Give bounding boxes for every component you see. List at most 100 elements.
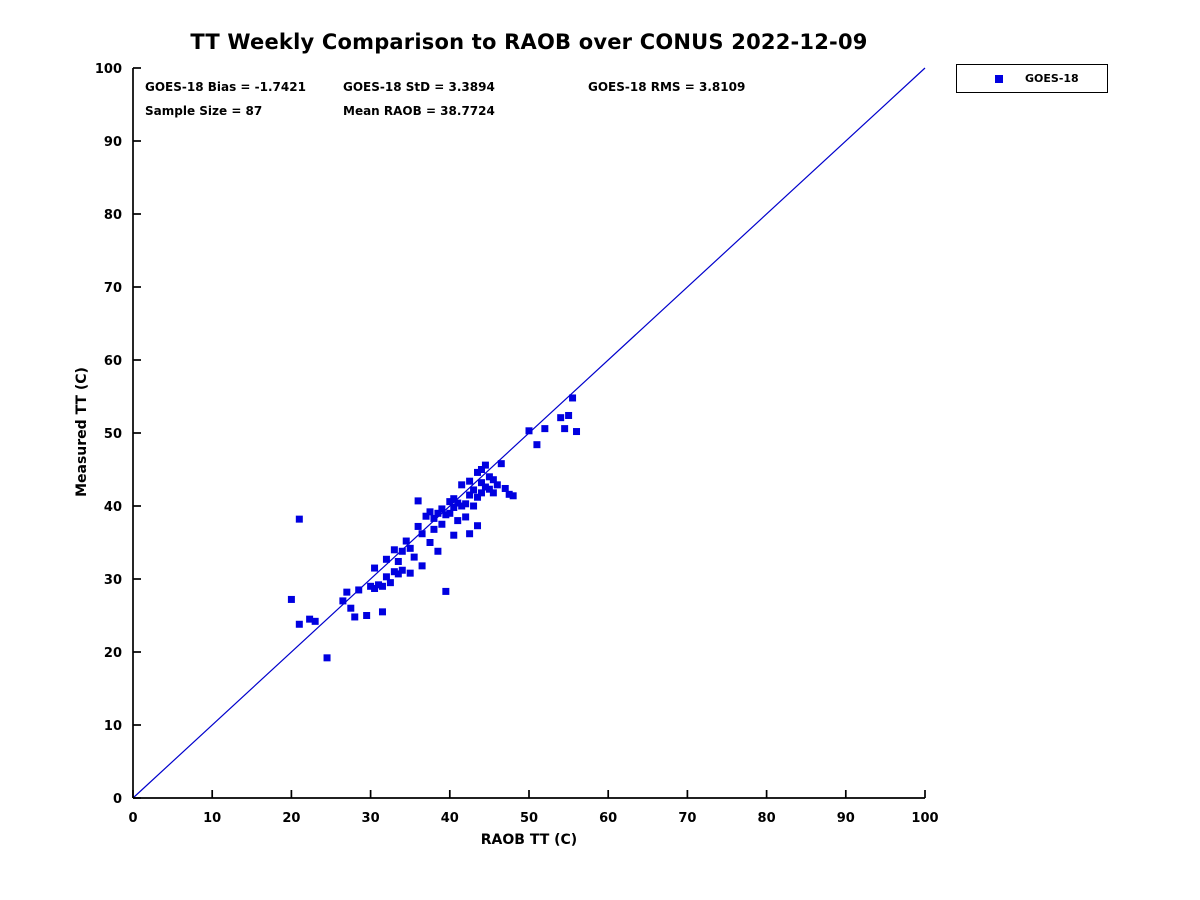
scatter-point bbox=[569, 394, 577, 402]
scatter-point bbox=[295, 620, 303, 628]
scatter-point bbox=[450, 531, 458, 539]
scatter-point bbox=[561, 425, 569, 433]
scatter-point bbox=[410, 553, 418, 561]
x-tick-label: 60 bbox=[599, 811, 617, 826]
y-tick-label: 10 bbox=[104, 719, 122, 734]
scatter-point bbox=[470, 502, 478, 510]
scatter-point bbox=[557, 414, 565, 422]
scatter-point bbox=[386, 579, 394, 587]
scatter-point bbox=[450, 495, 458, 503]
scatter-point bbox=[382, 555, 390, 563]
scatter-point bbox=[446, 509, 454, 517]
y-tick-label: 90 bbox=[104, 135, 122, 150]
y-tick-label: 60 bbox=[104, 354, 122, 369]
scatter-point bbox=[426, 508, 434, 516]
scatter-point bbox=[505, 490, 513, 498]
scatter-point bbox=[474, 468, 482, 476]
scatter-point bbox=[438, 520, 446, 528]
scatter-point bbox=[454, 517, 462, 525]
scatter-point bbox=[458, 481, 466, 489]
x-tick-label: 10 bbox=[203, 811, 221, 826]
scatter-point bbox=[497, 460, 505, 468]
scatter-point bbox=[367, 582, 375, 590]
scatter-point bbox=[394, 557, 402, 565]
scatter-point bbox=[378, 608, 386, 616]
chart-title: TT Weekly Comparison to RAOB over CONUS … bbox=[190, 30, 868, 54]
scatter-point bbox=[442, 511, 450, 519]
x-tick-label: 0 bbox=[128, 811, 137, 826]
scatter-point bbox=[489, 476, 497, 484]
y-tick-label: 100 bbox=[95, 62, 122, 77]
scatter-point bbox=[394, 570, 402, 578]
scatter-point bbox=[434, 509, 442, 517]
x-tick-label: 40 bbox=[441, 811, 459, 826]
scatter-point bbox=[462, 513, 470, 521]
x-tick-label: 70 bbox=[678, 811, 696, 826]
scatter-point bbox=[485, 473, 493, 481]
scatter-point bbox=[466, 477, 474, 485]
scatter-point bbox=[406, 544, 414, 552]
stat-mean-raob: Mean RAOB = 38.7724 bbox=[343, 104, 495, 118]
x-tick-label: 90 bbox=[837, 811, 855, 826]
scatter-point bbox=[481, 483, 489, 491]
scatter-point bbox=[501, 484, 509, 492]
scatter-point bbox=[418, 562, 426, 570]
x-tick-label: 100 bbox=[911, 811, 938, 826]
scatter-point bbox=[493, 481, 501, 489]
y-tick-label: 70 bbox=[104, 281, 122, 296]
scatter-point bbox=[375, 581, 383, 589]
scatter-point bbox=[422, 512, 430, 520]
y-tick-label: 20 bbox=[104, 646, 122, 661]
scatter-point bbox=[565, 411, 573, 419]
scatter-point bbox=[442, 587, 450, 595]
scatter-point bbox=[406, 569, 414, 577]
scatter-point bbox=[430, 525, 438, 533]
scatter-point bbox=[414, 497, 422, 505]
scatter-point bbox=[474, 493, 482, 501]
scatter-point bbox=[306, 615, 314, 623]
scatter-point bbox=[287, 595, 295, 603]
scatter-point bbox=[339, 597, 347, 605]
legend: GOES-18 bbox=[956, 64, 1108, 93]
y-tick-label: 50 bbox=[104, 427, 122, 442]
scatter-point bbox=[351, 613, 359, 621]
x-tick-label: 80 bbox=[758, 811, 776, 826]
scatter-point bbox=[541, 425, 549, 433]
scatter-point bbox=[477, 466, 485, 473]
scatter-point bbox=[454, 499, 462, 507]
x-tick-label: 30 bbox=[362, 811, 380, 826]
stat-bias: GOES-18 Bias = -1.7421 bbox=[145, 80, 306, 94]
legend-label: GOES-18 bbox=[1025, 72, 1079, 85]
scatter-point bbox=[382, 573, 390, 581]
scatter-point bbox=[398, 547, 406, 555]
scatter-point bbox=[573, 428, 581, 436]
x-axis-label: RAOB TT (C) bbox=[480, 832, 578, 848]
stat-rms: GOES-18 RMS = 3.8109 bbox=[588, 80, 746, 94]
scatter-point bbox=[434, 547, 442, 555]
y-tick-label: 80 bbox=[104, 208, 122, 223]
scatter-point bbox=[378, 582, 386, 590]
scatter-point bbox=[430, 514, 438, 522]
scatter-point bbox=[323, 654, 331, 662]
scatter-point bbox=[363, 612, 371, 619]
scatter-point bbox=[466, 530, 474, 538]
stat-std: GOES-18 StD = 3.3894 bbox=[343, 80, 495, 94]
scatter-point bbox=[343, 588, 351, 596]
stat-sample-size: Sample Size = 87 bbox=[145, 104, 263, 118]
scatter-point bbox=[371, 584, 379, 592]
scatter-point bbox=[347, 604, 355, 612]
scatter-point bbox=[462, 500, 470, 508]
x-tick-label: 20 bbox=[282, 811, 300, 826]
scatter-point bbox=[450, 503, 458, 511]
scatter-point bbox=[474, 522, 482, 530]
scatter-point bbox=[355, 586, 363, 594]
y-tick-label: 30 bbox=[104, 573, 122, 588]
scatter-point bbox=[509, 492, 517, 500]
y-tick-label: 0 bbox=[113, 792, 122, 807]
scatter-point bbox=[390, 546, 398, 554]
scatter-point bbox=[371, 564, 379, 572]
scatter-point bbox=[525, 427, 533, 435]
scatter-point bbox=[418, 530, 426, 538]
